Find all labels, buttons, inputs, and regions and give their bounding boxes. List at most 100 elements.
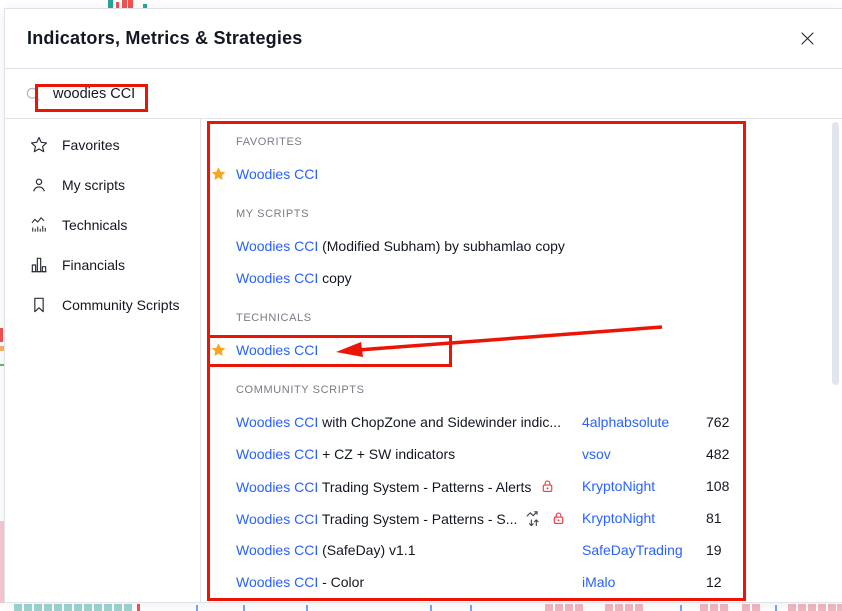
- background-chart-fragment: [555, 604, 563, 611]
- likes-count: 762: [706, 414, 730, 430]
- background-chart-fragment: [808, 604, 816, 611]
- list-item[interactable]: Woodies CCI (SafeDay) v1.1 SafeDayTrading…: [201, 534, 842, 566]
- sidebar-nav: Favorites My scripts Technicals Financials C…: [5, 119, 201, 602]
- background-chart-fragment: [742, 604, 750, 611]
- indicators-dialog: Indicators, Metrics & Strategies Favorit…: [4, 8, 842, 603]
- background-chart-fragment: [615, 604, 623, 611]
- author-link[interactable]: vsov: [582, 446, 611, 462]
- sidebar-item-my-scripts[interactable]: My scripts: [5, 165, 200, 205]
- background-chart-fragment: [545, 604, 553, 611]
- script-title-rest: (Modified Subham) by subhamlao copy: [318, 238, 565, 254]
- background-chart-fragment: [196, 605, 198, 611]
- favorite-star-icon[interactable]: [210, 342, 227, 359]
- search-input[interactable]: [51, 84, 475, 103]
- list-item[interactable]: Woodies CCI Trading System - Patterns - …: [201, 502, 842, 534]
- script-title-link[interactable]: Woodies CCI: [236, 510, 319, 527]
- section-header: MY SCRIPTS: [236, 208, 310, 220]
- script-title-link[interactable]: Woodies CCI: [236, 542, 319, 558]
- background-chart-fragment: [64, 604, 72, 611]
- list-item[interactable]: Woodies CCI - Color iMalo 12: [201, 566, 842, 598]
- likes-count: 108: [706, 478, 730, 494]
- line-chart-icon: [29, 215, 49, 235]
- lock-icon: [539, 478, 556, 495]
- background-chart-fragment: [243, 605, 245, 611]
- background-chart-fragment: [818, 604, 826, 611]
- scrollbar-thumb[interactable]: [832, 122, 839, 385]
- background-chart-fragment: [0, 521, 4, 603]
- sidebar-item-technicals[interactable]: Technicals: [5, 205, 200, 245]
- author-link[interactable]: KryptoNight: [582, 478, 656, 494]
- list-item[interactable]: Woodies CCI (Modified Subham) by subhaml…: [201, 230, 842, 262]
- script-title-rest: Trading System - Patterns - Alerts: [318, 478, 532, 495]
- background-chart-fragment: [565, 604, 573, 611]
- background-chart-fragment: [104, 604, 112, 611]
- background-chart-fragment: [775, 605, 777, 611]
- script-title-rest: Trading System - Patterns - S...: [318, 510, 518, 527]
- background-chart-fragment: [700, 604, 708, 611]
- list-item[interactable]: Woodies CCI: [201, 158, 842, 190]
- list-item[interactable]: Woodies CCI copy: [201, 262, 842, 294]
- author-link[interactable]: 4alphabsolute: [582, 414, 670, 430]
- sidebar-item-community-scripts[interactable]: Community Scripts: [5, 285, 200, 325]
- dialog-body: Favorites My scripts Technicals Financials C…: [5, 119, 842, 602]
- background-chart-fragment: [0, 346, 4, 351]
- script-title-link[interactable]: Woodies CCI: [236, 414, 319, 430]
- script-title-link[interactable]: Woodies CCI: [236, 166, 319, 182]
- dialog-title: Indicators, Metrics & Strategies: [27, 28, 303, 48]
- likes-count: 81: [706, 510, 722, 526]
- section-header: TECHNICALS: [236, 312, 312, 324]
- favorite-star-icon[interactable]: [210, 166, 227, 183]
- list-item[interactable]: Woodies CCI with ChopZone and Sidewinder…: [201, 406, 842, 438]
- author-link[interactable]: KryptoNight: [582, 510, 656, 526]
- sidebar-item-label: Favorites: [62, 137, 120, 153]
- background-chart-fragment: [74, 604, 82, 611]
- background-chart-fragment: [625, 604, 633, 611]
- background-chart-fragment: [680, 605, 682, 611]
- close-button[interactable]: [794, 26, 820, 52]
- background-chart-fragment: [122, 0, 127, 8]
- script-title-link[interactable]: Woodies CCI: [236, 342, 319, 358]
- list-item[interactable]: Woodies CCI Trading System - Patterns - …: [201, 470, 842, 502]
- star-outline-icon: [29, 135, 49, 155]
- sidebar-item-label: Technicals: [62, 217, 128, 233]
- background-chart-fragment: [108, 0, 113, 8]
- script-title-link[interactable]: Woodies CCI: [236, 238, 319, 254]
- background-chart-fragment: [0, 328, 3, 342]
- script-title-rest: with ChopZone and Sidewinder indic...: [318, 414, 562, 430]
- background-chart-fragment: [84, 604, 92, 611]
- background-chart-fragment: [116, 2, 119, 8]
- sidebar-item-favorites[interactable]: Favorites: [5, 125, 200, 165]
- script-title-rest: copy: [318, 270, 352, 286]
- script-title-link[interactable]: Woodies CCI: [236, 446, 319, 462]
- list-item[interactable]: Woodies CCI: [201, 334, 842, 366]
- likes-count: 12: [706, 574, 722, 590]
- background-chart-fragment: [44, 604, 52, 611]
- list-item[interactable]: Woodies CCI + CZ + SW indicators vsov 482: [201, 438, 842, 470]
- background-chart-fragment: [143, 4, 147, 8]
- background-chart-fragment: [837, 604, 842, 611]
- background-chart-fragment: [720, 604, 728, 611]
- strategy-icon: [525, 510, 542, 527]
- likes-count: 482: [706, 446, 730, 462]
- background-chart-fragment: [710, 604, 718, 611]
- author-link[interactable]: iMalo: [582, 574, 616, 590]
- dialog-header: Indicators, Metrics & Strategies: [5, 9, 842, 69]
- results-list: FAVORITES Woodies CCI MY SCRIPTS Woodies CC…: [201, 119, 842, 602]
- background-chart-fragment: [752, 604, 760, 611]
- person-icon: [29, 175, 49, 195]
- author-link[interactable]: SafeDayTrading: [582, 542, 683, 558]
- background-chart-fragment: [575, 604, 583, 611]
- background-chart-fragment: [0, 364, 4, 366]
- background-chart-fragment: [94, 604, 102, 611]
- search-bar: [5, 69, 842, 119]
- lock-icon: [550, 510, 567, 527]
- background-chart-fragment: [128, 0, 133, 8]
- background-chart-fragment: [34, 604, 42, 611]
- script-title-link[interactable]: Woodies CCI: [236, 270, 319, 286]
- script-title-link[interactable]: Woodies CCI: [236, 478, 319, 495]
- script-title-link[interactable]: Woodies CCI: [236, 574, 319, 590]
- background-chart-fragment: [306, 605, 308, 611]
- background-chart-fragment: [24, 604, 32, 611]
- sidebar-item-financials[interactable]: Financials: [5, 245, 200, 285]
- background-chart-fragment: [114, 604, 122, 611]
